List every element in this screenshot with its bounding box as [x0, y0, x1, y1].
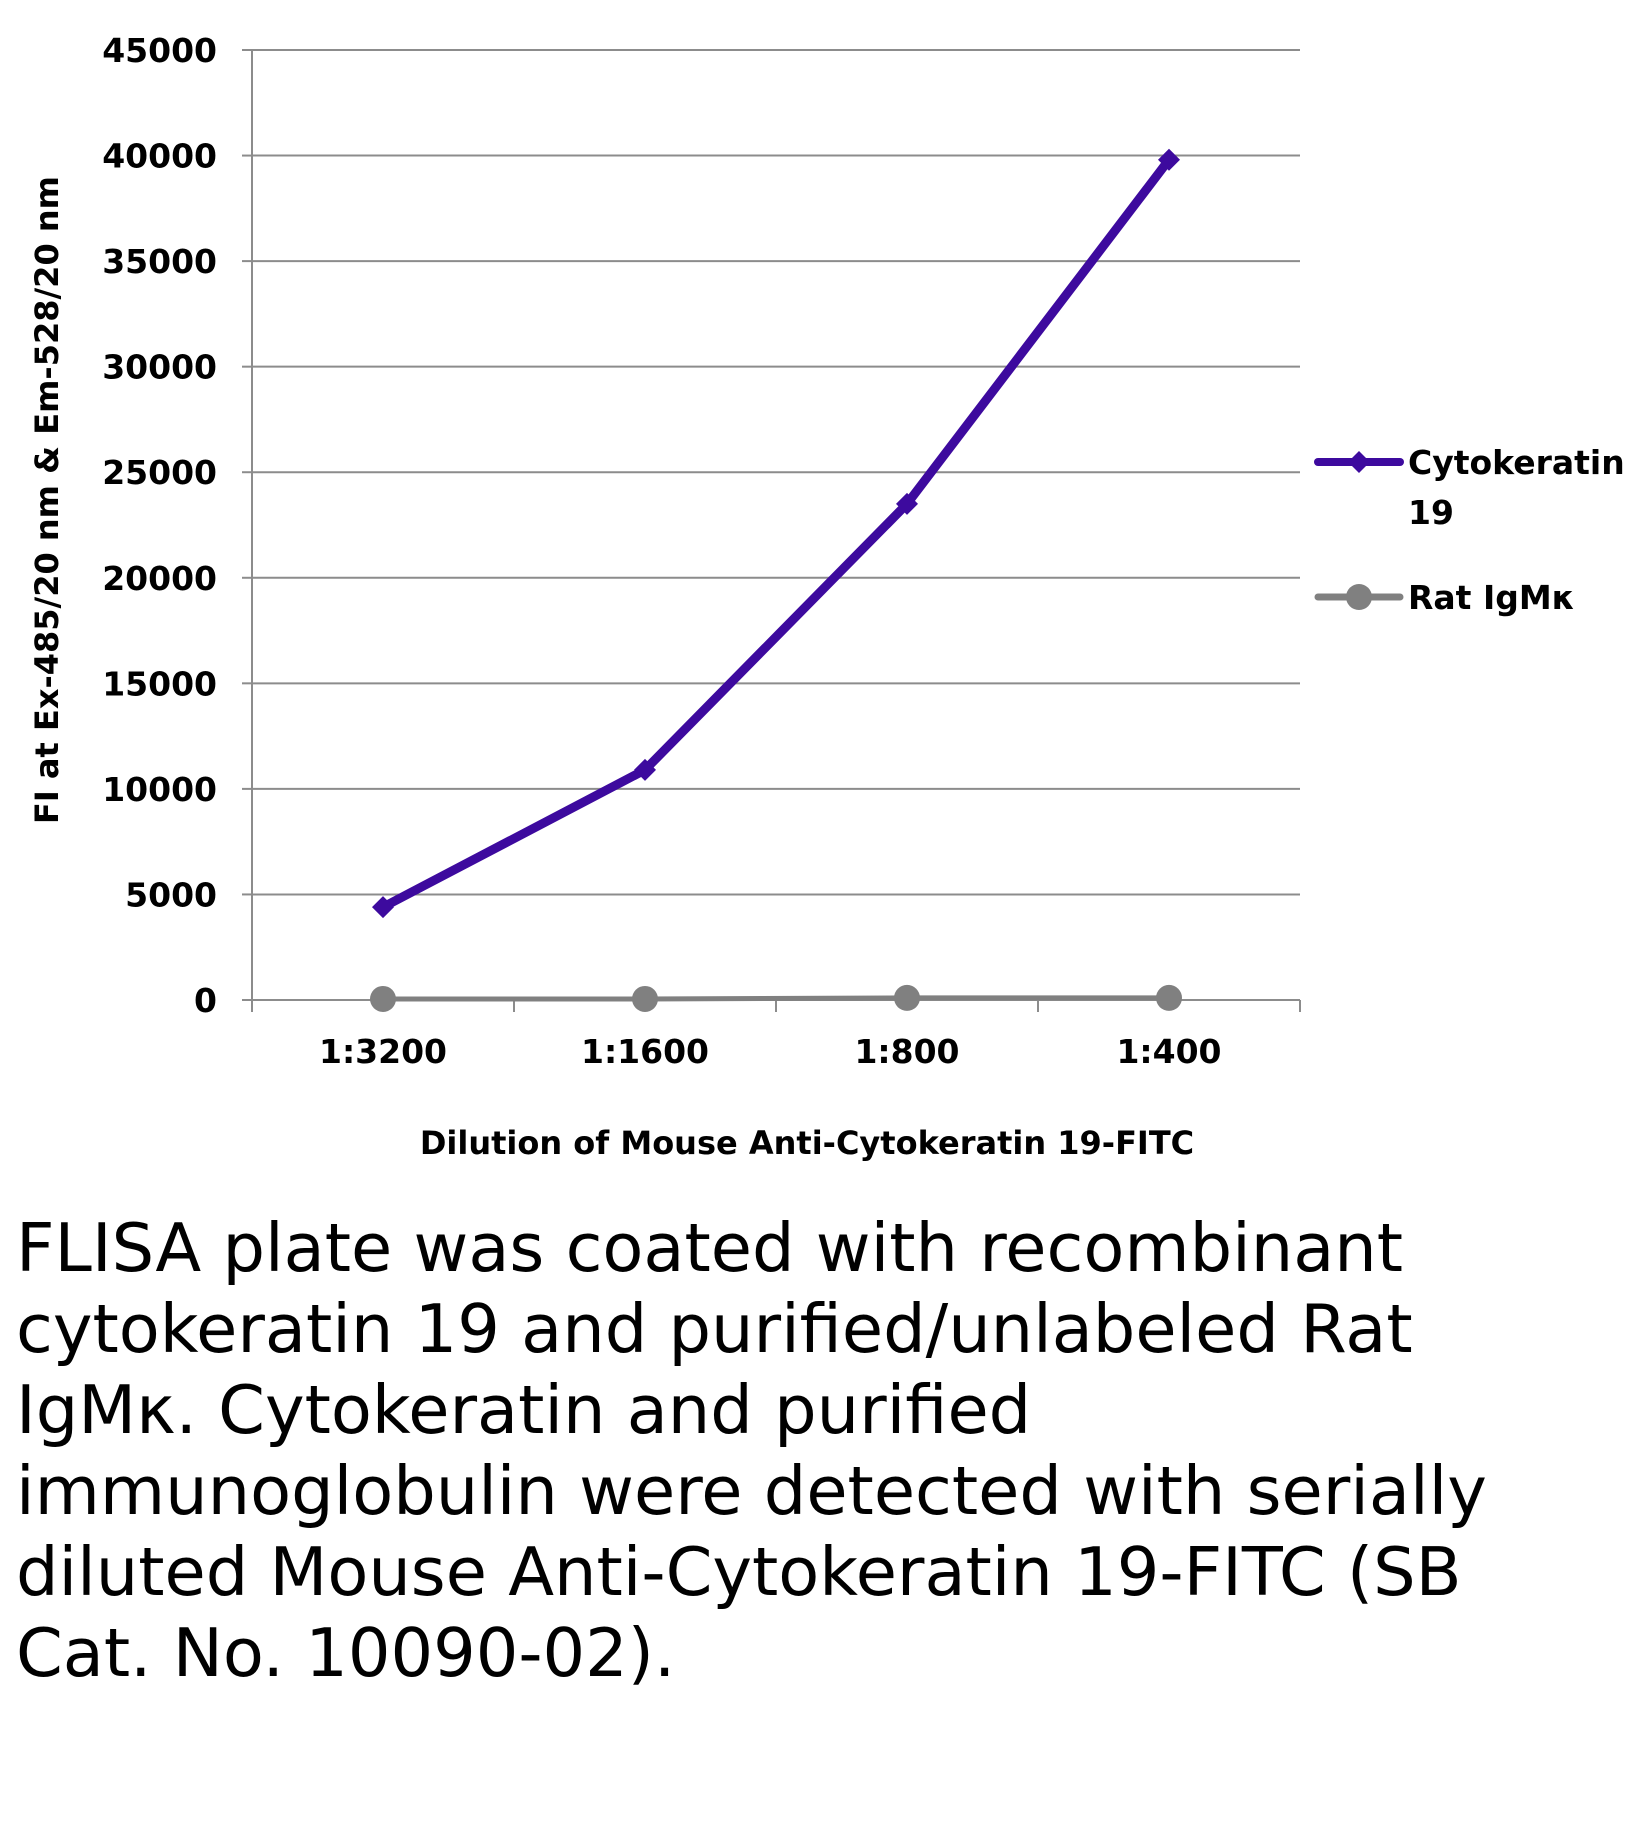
y-tick-label-6: 30000	[102, 348, 217, 387]
legend-marker-1	[1346, 584, 1372, 610]
x-tick-label-2: 1:800	[854, 1032, 959, 1071]
data-point-1-1	[632, 985, 658, 1012]
series-0	[372, 148, 1180, 919]
legend-label-1: Rat IgMκ	[1408, 578, 1575, 617]
y-tick-label-4: 20000	[102, 559, 217, 598]
legend-label-line-0-0: Cytokeratin	[1408, 443, 1625, 482]
y-tick-label-0: 0	[194, 981, 217, 1020]
x-tick-label-0: 1:3200	[319, 1032, 447, 1071]
data-point-1-2	[894, 984, 920, 1011]
data-point-0-1	[634, 758, 656, 781]
chart-svg: 0 5000 10000 15000 20000 25000 30000 35000 40000…	[28, 31, 1625, 1162]
series-1	[370, 984, 1182, 1012]
y-tick-labels: 0 5000 10000 15000 20000 25000 30000 35000 40000…	[102, 31, 217, 1020]
x-tick-labels: 1:3200 1:1600 1:800 1:400	[319, 1032, 1222, 1071]
series-line-1	[380, 995, 1172, 1002]
y-tick-label-2: 10000	[102, 770, 217, 809]
y-axis-title: FI at Ex-485/20 nm & Em-528/20 nm	[28, 176, 66, 824]
legend-label-0: Cytokeratin 19	[1408, 443, 1625, 532]
y-tick-label-9: 45000	[102, 31, 217, 70]
data-point-0-0	[372, 896, 394, 919]
x-tick-label-3: 1:400	[1116, 1032, 1221, 1071]
series-line-0	[378, 155, 1174, 912]
series	[370, 148, 1182, 1012]
y-tick-label-3: 15000	[102, 664, 217, 703]
legend-label-line-0-1: 19	[1408, 493, 1454, 532]
x-axis-title: Dilution of Mouse Anti-Cytokeratin 19-FI…	[420, 1124, 1194, 1162]
y-tick-label-8: 40000	[102, 137, 217, 176]
legend-marker-0	[1348, 451, 1370, 473]
figure-caption: FLISA plate was coated with recombinant …	[16, 1209, 1487, 1692]
legend: Cytokeratin 19 Rat IgMκ	[1314, 443, 1625, 617]
gridlines	[252, 49, 1300, 896]
data-point-0-3	[1158, 148, 1180, 171]
y-tick-label-1: 5000	[125, 875, 217, 914]
data-point-1-3	[1156, 984, 1182, 1011]
x-tick-label-1: 1:1600	[581, 1032, 709, 1071]
data-point-0-2	[896, 492, 918, 515]
elisa-line-chart: 0 5000 10000 15000 20000 25000 30000 35000 40000…	[28, 31, 1625, 1162]
y-tick-label-7: 35000	[102, 242, 217, 281]
y-tick-label-5: 25000	[102, 453, 217, 492]
data-point-1-0	[370, 985, 396, 1012]
